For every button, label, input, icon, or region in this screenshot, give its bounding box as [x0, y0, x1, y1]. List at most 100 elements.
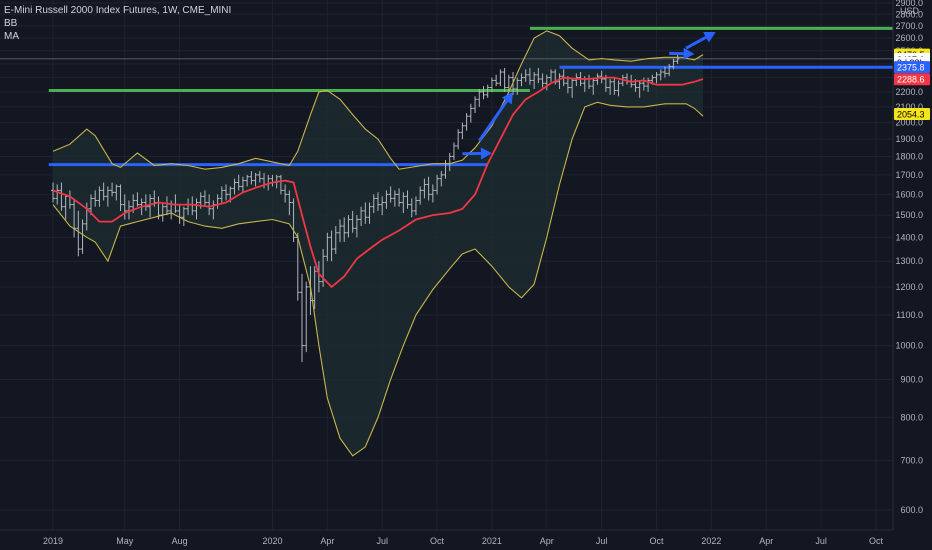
- ohlc-bar: [337, 219, 342, 242]
- price-badge-label: 2375.8: [897, 63, 925, 73]
- trend-arrow[interactable]: [478, 91, 514, 142]
- ohlc-bars: [51, 54, 680, 363]
- y-tick-label: 1200.0: [895, 282, 923, 292]
- ohlc-bar: [515, 77, 520, 95]
- y-tick-label: 1800.0: [895, 151, 923, 161]
- ohlc-bar: [346, 215, 351, 238]
- x-tick-label: Jul: [596, 536, 608, 546]
- price-axis[interactable]: [893, 0, 932, 550]
- trend-arrow[interactable]: [685, 32, 716, 50]
- ohlc-bar: [481, 86, 486, 100]
- bb-lower-line: [52, 101, 704, 457]
- symbol-title[interactable]: E-Mini Russell 2000 Index Futures, 1W, C…: [4, 5, 232, 16]
- y-tick-label: 1000.0: [895, 341, 923, 351]
- ohlc-bar: [540, 73, 545, 88]
- ohlc-bar: [287, 190, 292, 216]
- ohlc-bar: [498, 69, 503, 87]
- ohlc-bar: [506, 74, 511, 92]
- trend-arrow[interactable]: [462, 147, 492, 160]
- ohlc-bar: [249, 171, 254, 185]
- y-tick-label: 1500.0: [895, 210, 923, 220]
- bb-indicator-label[interactable]: BB: [4, 18, 18, 29]
- y-tick-label: 2900.0: [895, 0, 923, 8]
- ohlc-bar: [253, 172, 258, 187]
- ohlc-bar: [88, 194, 93, 216]
- y-tick-label: 1400.0: [895, 232, 923, 242]
- ohlc-bar: [380, 196, 385, 216]
- ohlc-bar: [375, 192, 380, 211]
- arrow-shaft: [478, 100, 509, 142]
- ma-indicator-label[interactable]: MA: [4, 31, 19, 42]
- ohlc-bar: [519, 73, 524, 87]
- ohlc-bar: [527, 67, 532, 85]
- y-tick-label: 900.0: [900, 375, 923, 385]
- ohlc-bar: [304, 281, 309, 353]
- time-axis[interactable]: [0, 530, 893, 550]
- price-badge-bg: [894, 61, 930, 74]
- ohlc-bar: [544, 74, 549, 91]
- y-tick-label: 1300.0: [895, 256, 923, 266]
- ohlc-bar: [608, 78, 613, 95]
- ohlc-bar: [595, 73, 600, 85]
- ohlc-bar: [291, 198, 296, 242]
- ohlc-bar: [654, 72, 659, 84]
- ohlc-bar: [283, 184, 288, 203]
- x-tick-label: Oct: [430, 536, 445, 546]
- x-tick-label: Oct: [869, 536, 884, 546]
- ohlc-bar: [97, 186, 102, 207]
- ohlc-bar: [430, 184, 435, 203]
- ohlc-bar: [667, 63, 672, 77]
- ohlc-bar: [164, 196, 169, 216]
- y-tick-label: 600.0: [900, 505, 923, 515]
- y-tick-label: 2200.0: [895, 87, 923, 97]
- x-tick-label: Apr: [759, 536, 773, 546]
- y-tick-label: 2800.0: [895, 9, 923, 19]
- trend-arrow[interactable]: [669, 47, 695, 60]
- ohlc-bar: [397, 188, 402, 207]
- y-tick-label: 2100.0: [895, 102, 923, 112]
- ohlc-bar: [101, 182, 106, 201]
- ohlc-bar: [557, 73, 562, 89]
- ohlc-bar: [612, 77, 617, 95]
- ohlc-bar: [325, 232, 330, 262]
- ohlc-bar: [300, 273, 305, 363]
- ohlc-bar: [76, 210, 81, 257]
- ohlc-bar: [658, 69, 663, 81]
- ohlc-bar: [646, 77, 651, 92]
- ohlc-bar: [118, 184, 123, 211]
- ohlc-bar: [105, 186, 110, 207]
- y-tick-label: 700.0: [900, 455, 923, 465]
- price-badge: 2054.3: [894, 107, 930, 120]
- ohlc-bar: [418, 186, 423, 205]
- ohlc-bar: [207, 194, 212, 216]
- ohlc-bar: [245, 174, 250, 187]
- ohlc-bar: [502, 67, 507, 92]
- ohlc-bar: [122, 194, 127, 220]
- y-tick-label: 2000.0: [895, 118, 923, 128]
- x-tick-label: Apr: [320, 536, 334, 546]
- ohlc-bar: [422, 178, 427, 199]
- ohlc-bar: [409, 198, 414, 218]
- ohlc-bar: [114, 184, 119, 201]
- ohlc-bar: [549, 69, 554, 82]
- ohlc-bar: [240, 176, 245, 193]
- ohlc-bar: [473, 96, 478, 114]
- price-badge-bg: [894, 107, 930, 120]
- ohlc-bar: [148, 194, 153, 218]
- ohlc-bar: [523, 69, 528, 82]
- ohlc-bar: [143, 194, 148, 211]
- ohlc-bar: [456, 129, 461, 150]
- ohlc-bar: [236, 174, 241, 191]
- ohlc-bar: [384, 190, 389, 209]
- ohlc-bar: [342, 217, 347, 242]
- ohlc-bar: [359, 206, 364, 227]
- ohlc-bar: [257, 171, 262, 183]
- x-tick-label: Oct: [650, 536, 665, 546]
- ohlc-bar: [565, 76, 570, 94]
- ohlc-bar: [675, 54, 680, 64]
- x-tick-label: Jul: [815, 536, 827, 546]
- ohlc-bar: [278, 174, 283, 195]
- x-tick-label: Jul: [376, 536, 388, 546]
